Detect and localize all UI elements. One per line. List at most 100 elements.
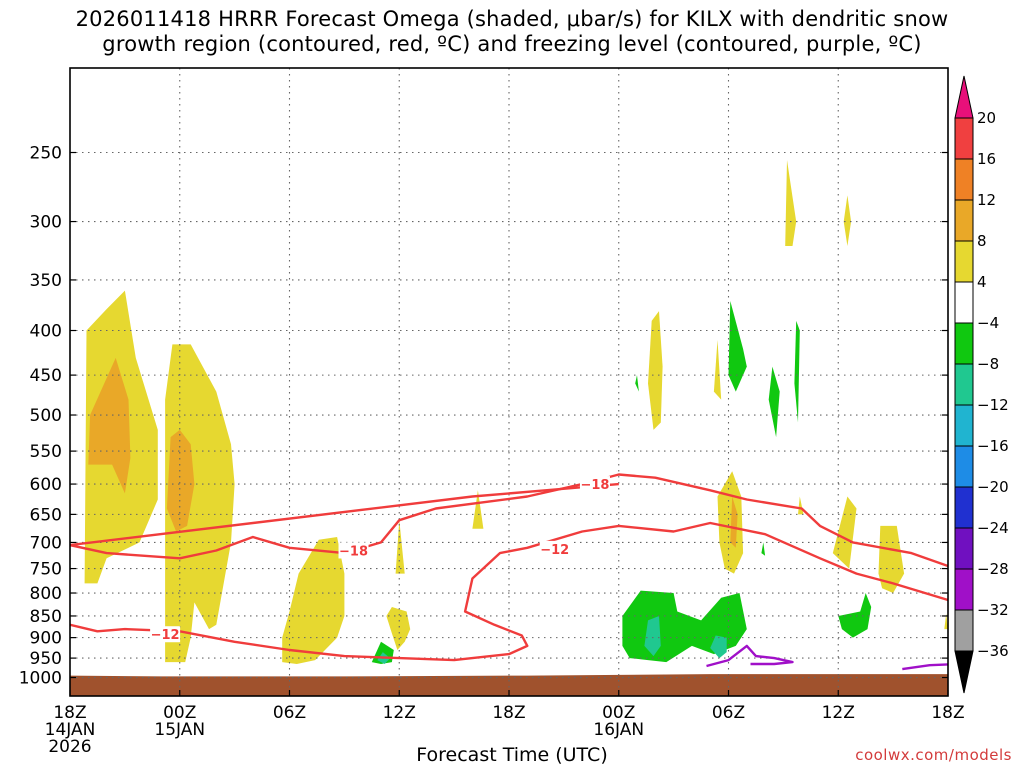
colorbar-segment-11 xyxy=(954,527,974,570)
y-tick-label-8: 650 xyxy=(30,505,62,525)
x-tick-label-6-l1: 06Z xyxy=(712,703,745,723)
contour-label-bg-2 xyxy=(539,540,570,557)
colorbar-label-9: −20 xyxy=(977,478,1009,496)
omega-region-28 xyxy=(761,542,766,556)
omega-region-22 xyxy=(728,301,747,392)
contour-line-5 xyxy=(902,663,948,671)
omega-region-5 xyxy=(386,607,411,650)
y-tick-label-12: 850 xyxy=(30,607,62,627)
x-tick-label-2-l1: 06Z xyxy=(273,703,306,723)
contour-line-4 xyxy=(706,644,794,668)
omega-region-14 xyxy=(832,496,857,569)
colorbar-segment-1 xyxy=(954,117,974,160)
x-tick-label-3-l1: 12Z xyxy=(383,703,416,723)
contour-label-0: −18 xyxy=(339,544,368,559)
contour-layer: −18 −18 −12 −12 xyxy=(70,473,948,671)
x-tick-label-4-l1: 18Z xyxy=(492,703,525,723)
omega-region-4 xyxy=(282,537,345,664)
omega-region-19 xyxy=(644,616,661,657)
x-tick-label-8-l1: 18Z xyxy=(931,703,964,723)
colorbar-label-3: 8 xyxy=(977,232,987,250)
colorbar-segment-5 xyxy=(954,281,974,324)
colorbar-segment-13 xyxy=(954,609,974,652)
colorbar-label-13: −36 xyxy=(977,642,1009,660)
omega-region-7 xyxy=(472,490,484,529)
y-tick-label-0: 250 xyxy=(30,144,62,164)
colorbar-label-11: −28 xyxy=(977,560,1009,578)
omega-region-8 xyxy=(648,311,663,430)
contour-label-1: −18 xyxy=(580,478,609,493)
y-tick-label-1: 300 xyxy=(30,213,62,233)
contour-label-3: −12 xyxy=(151,628,180,643)
colorbar-segment-9 xyxy=(954,445,974,488)
y-tick-label-10: 750 xyxy=(30,560,62,580)
omega-region-13 xyxy=(843,195,852,246)
y-tick-label-5: 500 xyxy=(30,406,62,426)
x-tick-label-0-l3: 2026 xyxy=(48,737,91,757)
y-tick-label-11: 800 xyxy=(30,584,62,604)
omega-region-15 xyxy=(798,496,804,515)
omega-region-1 xyxy=(88,357,131,494)
omega-region-3 xyxy=(166,429,195,532)
x-tick-label-1-l1: 00Z xyxy=(163,703,196,723)
omega-region-9 xyxy=(713,339,722,400)
chart-title-line-1: 2026011418 HRRR Forecast Omega (shaded, … xyxy=(75,7,949,31)
omega-region-20 xyxy=(710,635,727,659)
grid-layer xyxy=(70,68,948,696)
omega-region-23 xyxy=(768,366,780,438)
y-tick-label-15: 1000 xyxy=(19,669,62,689)
x-tick-label-0-l1: 18Z xyxy=(53,703,86,723)
colorbar-label-1: 16 xyxy=(977,150,996,168)
chart-title-line-2: growth region (contoured, red, ºC) and f… xyxy=(102,32,922,56)
colorbar-label-5: −4 xyxy=(977,314,999,332)
y-tick-label-6: 550 xyxy=(30,442,62,462)
x-tick-label-0-l2: 14JAN xyxy=(45,720,96,740)
y-tick-label-14: 950 xyxy=(30,649,62,669)
colorbar-segment-10 xyxy=(954,486,974,529)
colorbar-label-8: −16 xyxy=(977,437,1009,455)
contour-label-2: −12 xyxy=(540,543,569,558)
colorbar-label-6: −8 xyxy=(977,355,999,373)
omega-region-11 xyxy=(730,496,738,548)
contour-line-2 xyxy=(70,521,948,662)
contour-label-bg-1 xyxy=(579,476,610,493)
colorbar-segment-4 xyxy=(954,240,974,283)
x-axis-title: Forecast Time (UTC) xyxy=(416,744,608,766)
x-tick-label-5-l1: 00Z xyxy=(602,703,635,723)
contour-label-bg-0 xyxy=(338,542,369,559)
y-tick-label-13: 900 xyxy=(30,629,62,649)
colorbar-segment-8 xyxy=(954,404,974,447)
colorbar-top-arrow xyxy=(954,75,974,119)
omega-region-27 xyxy=(635,375,639,392)
colorbar: 20 16 12 8 4 −4 −8 −12 −16 −20 −24 −28 −32 −36 xyxy=(954,75,1009,694)
x-tick-label-5-l2: 16JAN xyxy=(593,720,644,740)
colorbar-segment-7 xyxy=(954,363,974,406)
colorbar-label-4: 4 xyxy=(977,273,987,291)
omega-region-10 xyxy=(717,471,744,574)
omega-region-12 xyxy=(785,160,797,246)
omega-region-24 xyxy=(794,320,800,423)
y-tick-label-7: 600 xyxy=(30,475,62,495)
x-tick-label-1-l2: 15JAN xyxy=(154,720,205,740)
y-tick-label-4: 450 xyxy=(30,366,62,386)
contour-label-bg-3 xyxy=(150,626,181,643)
contour-line-0 xyxy=(70,473,948,568)
y-tick-label-3: 400 xyxy=(30,322,62,342)
y-tick-label-9: 700 xyxy=(30,533,62,553)
x-tick-label-7-l1: 12Z xyxy=(822,703,855,723)
colorbar-segment-12 xyxy=(954,568,974,611)
omega-region-21 xyxy=(838,593,872,638)
omega-fill-layer xyxy=(84,160,948,664)
omega-region-17 xyxy=(944,613,948,630)
colorbar-label-10: −24 xyxy=(977,519,1009,537)
colorbar-bottom-arrow xyxy=(954,650,974,694)
colorbar-label-2: 12 xyxy=(977,191,996,209)
colorbar-segment-3 xyxy=(954,199,974,242)
credit-text: coolwx.com/models xyxy=(855,746,1012,764)
colorbar-segment-6 xyxy=(954,322,974,365)
colorbar-label-7: −12 xyxy=(977,396,1009,414)
y-axis: 2503003504004505005506006507007508008509… xyxy=(19,144,948,689)
omega-region-6 xyxy=(395,520,405,574)
